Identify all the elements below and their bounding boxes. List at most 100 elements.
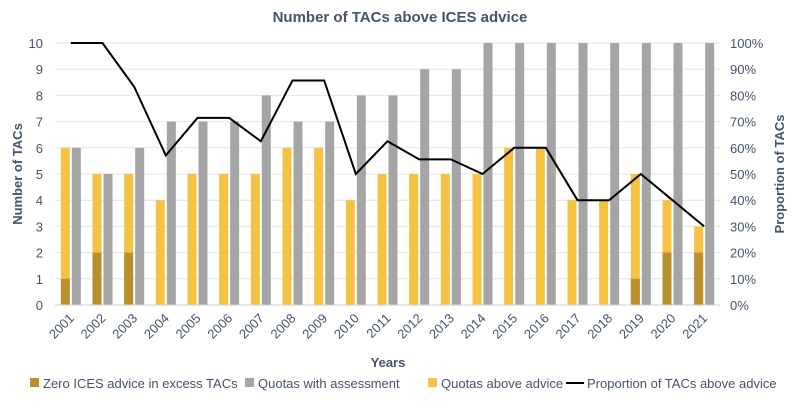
bar-quotas-with-assessment [546,43,556,305]
y-tick-label: 3 [36,219,43,234]
bar-quotas-above-advice [472,174,482,305]
x-tick-label: 2010 [331,311,362,342]
bar-quotas-with-assessment [71,147,81,305]
y2-tick-label: 50% [730,167,756,182]
x-tick-label: 2015 [489,311,520,342]
bar-zero-advice-excess [92,252,102,305]
bar-quotas-with-assessment [420,69,430,305]
bar-quotas-with-assessment [261,95,271,306]
bar-quotas-with-assessment [230,121,240,305]
y-tick-label: 9 [36,62,43,77]
line-proportion-above-advice [70,42,705,228]
y2-tick-label: 40% [730,193,756,208]
x-tick-label: 2013 [426,311,457,342]
bar-quotas-above-advice [60,147,70,305]
bar-quotas-with-assessment [578,43,588,305]
bar-quotas-above-advice [567,200,577,305]
bar-quotas-above-advice [409,174,419,305]
legend-label: Quotas above advice [441,376,563,391]
legend-swatch [30,378,39,387]
bar-quotas-with-assessment [515,43,525,305]
legend-label: Proportion of TACs above advice [587,376,777,391]
bar-quotas-above-advice [504,147,514,305]
bar-quotas-with-assessment [103,174,113,305]
y2-tick-label: 20% [730,246,756,261]
y2-tick-label: 90% [730,62,756,77]
y-tick-label: 7 [36,115,43,130]
y-tick-label: 0 [36,298,43,313]
y-tick-label: 5 [36,167,43,182]
bar-quotas-with-assessment [293,121,303,305]
bar-zero-advice-excess [630,278,640,305]
bar-quotas-above-advice [345,200,355,305]
bar-quotas-above-advice [92,174,102,305]
bar-quotas-above-advice [599,200,609,305]
y2-axis-title: Proportion of TACs [772,115,787,234]
chart-title: Number of TACs above ICES advice [273,9,528,26]
bar-quotas-above-advice [155,200,165,305]
y-tick-label: 6 [36,141,43,156]
x-tick-label: 2012 [394,311,425,342]
bar-quotas-above-advice [124,174,134,305]
bar-quotas-with-assessment [166,121,176,305]
bar-quotas-with-assessment [641,43,651,305]
y2-tick-label: 60% [730,141,756,156]
legend-label: Zero ICES advice in excess TACs [43,376,238,391]
bar-quotas-above-advice [250,174,260,305]
x-tick-label: 2005 [173,311,204,342]
x-tick-label: 2001 [46,311,77,342]
bar-quotas-with-assessment [673,43,683,305]
y2-tick-label: 10% [730,272,756,287]
y-tick-label: 1 [36,272,43,287]
bar-quotas-with-assessment [705,43,715,305]
x-tick-label: 2003 [109,311,140,342]
x-tick-label: 2021 [679,311,710,342]
x-tick-label: 2008 [268,311,299,342]
bar-quotas-above-advice [314,147,324,305]
y-tick-label: 2 [36,246,43,261]
x-tick-label: 2019 [616,311,647,342]
legend-label: Quotas with assessment [258,376,400,391]
y-tick-label: 10 [29,36,43,51]
x-axis-title: Years [371,355,406,370]
bar-quotas-with-assessment [356,95,366,306]
bar-quotas-above-advice [187,174,197,305]
y2-tick-label: 70% [730,115,756,130]
bar-zero-advice-excess [60,278,70,305]
bar-quotas-with-assessment [483,43,493,305]
bar-quotas-above-advice [219,174,229,305]
bar-quotas-with-assessment [451,69,461,305]
bar-quotas-above-advice [535,147,545,305]
x-tick-label: 2011 [363,311,393,341]
legend-swatch [428,378,437,387]
bar-quotas-with-assessment [198,121,208,305]
legend-swatch [245,378,254,387]
x-tick-label: 2020 [648,311,679,342]
bar-quotas-above-advice [630,174,640,305]
bar-quotas-above-advice [440,174,450,305]
x-tick-label: 2017 [553,311,584,342]
x-tick-label: 2018 [584,311,615,342]
x-tick-label: 2007 [236,311,267,342]
bar-zero-advice-excess [662,252,672,305]
y2-tick-label: 80% [730,88,756,103]
x-tick-label: 2014 [458,311,489,342]
y2-tick-label: 100% [730,36,764,51]
bar-quotas-with-assessment [610,43,620,305]
bar-quotas-with-assessment [325,121,335,305]
x-tick-label: 2002 [78,311,109,342]
bar-quotas-with-assessment [388,95,398,306]
x-tick-label: 2016 [521,311,552,342]
y-axis-title: Number of TACs [10,123,25,225]
bar-quotas-above-advice [282,147,292,305]
x-tick-label: 2009 [299,311,330,342]
bar-quotas-above-advice [377,174,387,305]
x-tick-label: 2004 [141,311,172,342]
y2-tick-label: 0% [730,298,749,313]
y2-tick-label: 30% [730,219,756,234]
bar-quotas-with-assessment [135,147,145,305]
y-tick-label: 4 [36,193,43,208]
y-tick-label: 8 [36,88,43,103]
